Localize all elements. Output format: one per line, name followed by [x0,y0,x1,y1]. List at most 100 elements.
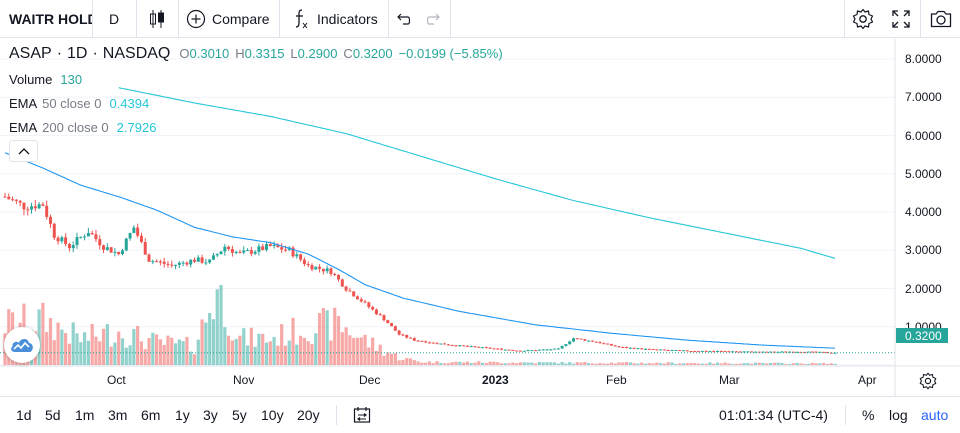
candle-body [420,340,424,342]
candle-body [427,342,431,344]
interval-button[interactable]: D [108,11,120,27]
candle-body [352,291,356,297]
auto-scale-button[interactable]: auto [921,407,949,423]
candle-body [640,348,644,350]
volume-bar [124,347,128,365]
candle-body [314,266,318,270]
volume-bar [120,338,125,365]
indicators-button[interactable]: Indicators [279,0,388,38]
candle-body [390,323,394,327]
candle-body [511,350,515,352]
range-button-6m[interactable]: 6m [141,407,161,423]
ema200-value: 2.7926 [116,120,157,135]
volume-bar [208,312,212,365]
timezone-clock[interactable]: 01:01:34 (UTC-4) [719,407,828,423]
candle-body [363,301,367,303]
range-button-1d[interactable]: 1d [16,407,32,423]
go-to-date-button[interactable] [353,406,371,429]
volume-bar [587,363,591,365]
volume-bar [242,328,246,365]
volume-bar [200,319,204,365]
log-scale-button[interactable]: log [889,407,908,423]
volume-bar [90,323,94,365]
volume-bar [336,316,341,365]
legend-ticker: ASAP [9,45,52,62]
volume-bar [420,362,424,365]
snapshot-button[interactable] [922,0,960,38]
range-button-20y[interactable]: 20y [297,407,320,423]
volume-bar [518,362,523,365]
candle-body [662,349,666,351]
ema50-value: 0.4394 [109,96,150,111]
candle-body [822,351,826,353]
candle-body [208,259,212,263]
volume-bar [264,342,269,365]
symbol-search[interactable]: WAITR HOLDINGS [9,11,92,27]
volume-bar [640,362,644,365]
compare-button[interactable]: Compare [178,0,279,38]
range-button-5y[interactable]: 5y [232,407,247,423]
volume-bar [609,362,613,365]
volume-bar [477,361,481,365]
candle-body [806,351,810,353]
volume-bar [166,335,170,365]
redo-button[interactable] [418,0,450,38]
legend-volume-row[interactable]: Volume 130 [9,72,82,87]
undo-button[interactable] [388,0,418,38]
volume-bar [189,351,193,365]
volume-bar [621,362,625,365]
volume-bar [499,363,504,365]
volume-bar [261,333,265,365]
volume-bar [670,362,674,365]
candle-body [424,341,428,343]
range-button-3m[interactable]: 3m [108,407,128,423]
volume-bar [253,346,257,365]
volume-bar [147,338,151,365]
settings-button[interactable] [845,0,881,38]
candle-body [598,342,602,344]
volume-bar [408,358,413,365]
price-chart[interactable] [0,39,960,396]
volume-bar [598,363,602,365]
volume-bar [734,363,739,365]
legend-collapse-button[interactable] [9,140,38,162]
ema50-label: EMA [9,96,38,111]
legend-ema50-row[interactable]: EMA 50 close 0 0.4394 [9,96,149,111]
volume-bar [401,359,405,365]
candle-body [534,350,538,352]
volume-bar [643,363,648,365]
volume-bar [507,363,511,365]
volume-bar [579,362,583,365]
candle-body [431,342,435,344]
candle-body [90,232,94,235]
volume-bar [583,361,587,365]
fullscreen-button[interactable] [883,0,919,38]
candle-body [295,254,299,257]
bottom-divider [336,405,337,425]
scale-settings-button[interactable] [919,372,937,395]
redo-icon [426,13,440,25]
volume-bar [291,317,295,365]
candle-body [788,351,792,353]
range-button-1y[interactable]: 1y [175,407,190,423]
range-button-3y[interactable]: 3y [203,407,218,423]
range-button-1m[interactable]: 1m [75,407,95,423]
volume-bar [746,363,750,365]
percent-scale-button[interactable]: % [862,407,875,423]
volume-bar [700,363,704,365]
candle-body [462,345,466,347]
toolbar-divider [92,0,93,38]
volume-bar [317,312,322,365]
chart-type-button[interactable] [136,0,178,38]
legend-ema200-row[interactable]: EMA 200 close 0 2.7926 [9,120,156,135]
candle-body [537,349,541,351]
compare-label: Compare [212,11,270,27]
range-button-10y[interactable]: 10y [261,407,284,423]
volume-bar [450,362,454,365]
volume-bar [666,362,670,365]
broker-logo[interactable] [4,327,40,363]
volume-bar [113,342,117,365]
range-button-5d[interactable]: 5d [45,407,61,423]
volume-bar [397,360,401,365]
volume-bar [678,363,682,365]
